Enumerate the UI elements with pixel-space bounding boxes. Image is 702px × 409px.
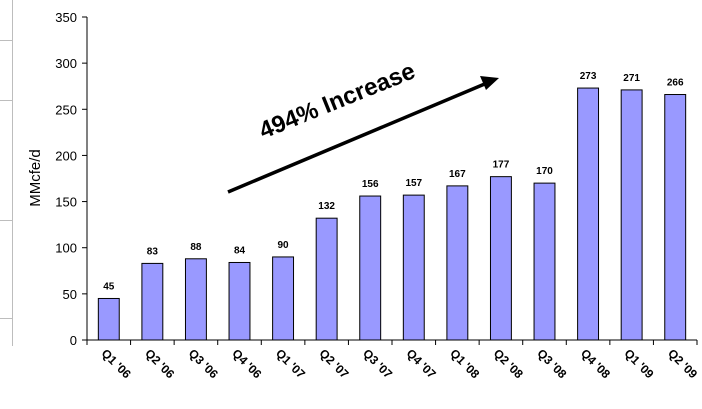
bar-value-labels: 45 83 88 84 90 132 156 157 167 177 170 273 271 266: [103, 71, 684, 292]
bar-value-label: 90: [278, 240, 290, 251]
bar: [141, 262, 164, 341]
bar-value-label: 266: [667, 78, 684, 89]
x-tick-label: Q2 '08: [491, 346, 526, 381]
y-axis-label: MMcfe/d: [27, 149, 44, 207]
increase-annotation-text: 494% Increase: [255, 58, 419, 145]
bar-value-label: 271: [623, 73, 640, 84]
bar: [228, 261, 251, 341]
bar: [272, 256, 295, 341]
increase-arrow-head: [480, 76, 499, 90]
x-tick-label: Q3 '07: [360, 346, 395, 381]
left-frame-edge: [0, 0, 13, 346]
bar: [184, 258, 207, 341]
bar-value-label: 84: [234, 245, 246, 256]
y-tick-label: 200: [55, 148, 77, 163]
y-axis: 0 50 100 150 200 250 300 350: [55, 10, 88, 348]
bar-value-label: 167: [449, 169, 466, 180]
y-tick-label: 150: [55, 195, 77, 210]
bar-value-label: 156: [362, 179, 379, 190]
bar: [489, 176, 512, 341]
bar: [359, 195, 382, 341]
y-tick-label: 350: [55, 10, 77, 25]
y-tick-label: 50: [63, 287, 77, 302]
bar: [664, 94, 687, 341]
y-tick-label: 300: [55, 56, 77, 71]
x-tick-label: Q3 '08: [534, 346, 569, 381]
x-tick-label: Q2 '07: [317, 346, 352, 381]
x-tick-label: Q1 '06: [99, 346, 134, 381]
bar: [577, 87, 600, 341]
bar: [446, 185, 469, 341]
bar: [620, 89, 643, 341]
x-tick-label: Q3 '06: [186, 346, 221, 381]
bar-value-label: 177: [493, 160, 510, 171]
bar: [97, 297, 120, 341]
x-tick-label: Q4 '08: [578, 346, 613, 381]
x-axis: [86, 339, 698, 345]
x-tick-label: Q2 '09: [665, 346, 700, 381]
increase-arrow-line: [227, 81, 488, 194]
bar-value-label: 45: [103, 281, 115, 292]
bar: [533, 182, 556, 341]
bar: [315, 217, 338, 341]
y-tick-label: 100: [55, 241, 77, 256]
x-tick-label: Q1 '08: [447, 346, 482, 381]
bar-value-label: 170: [536, 166, 553, 177]
bar-value-label: 132: [318, 201, 335, 212]
x-tick-label: Q4 '07: [404, 346, 439, 381]
bar-value-label: 88: [190, 242, 202, 253]
x-tick-label: Q1 '07: [273, 346, 308, 381]
bar: [402, 194, 425, 341]
y-tick-label: 250: [55, 102, 77, 117]
x-tick-label: Q2 '06: [142, 346, 177, 381]
x-tick-label: Q1 '09: [622, 346, 657, 381]
x-tick-labels: Q1 '06 Q2 '06 Q3 '06 Q4 '06 Q1 '07 Q2 '07 Q3 '…: [99, 346, 701, 381]
x-tick-label: Q4 '06: [229, 346, 264, 381]
bar-value-label: 273: [580, 71, 597, 82]
bar-value-label: 157: [405, 178, 422, 189]
bars: [97, 87, 687, 341]
bar-value-label: 83: [147, 246, 159, 257]
y-tick-label: 0: [70, 333, 77, 348]
